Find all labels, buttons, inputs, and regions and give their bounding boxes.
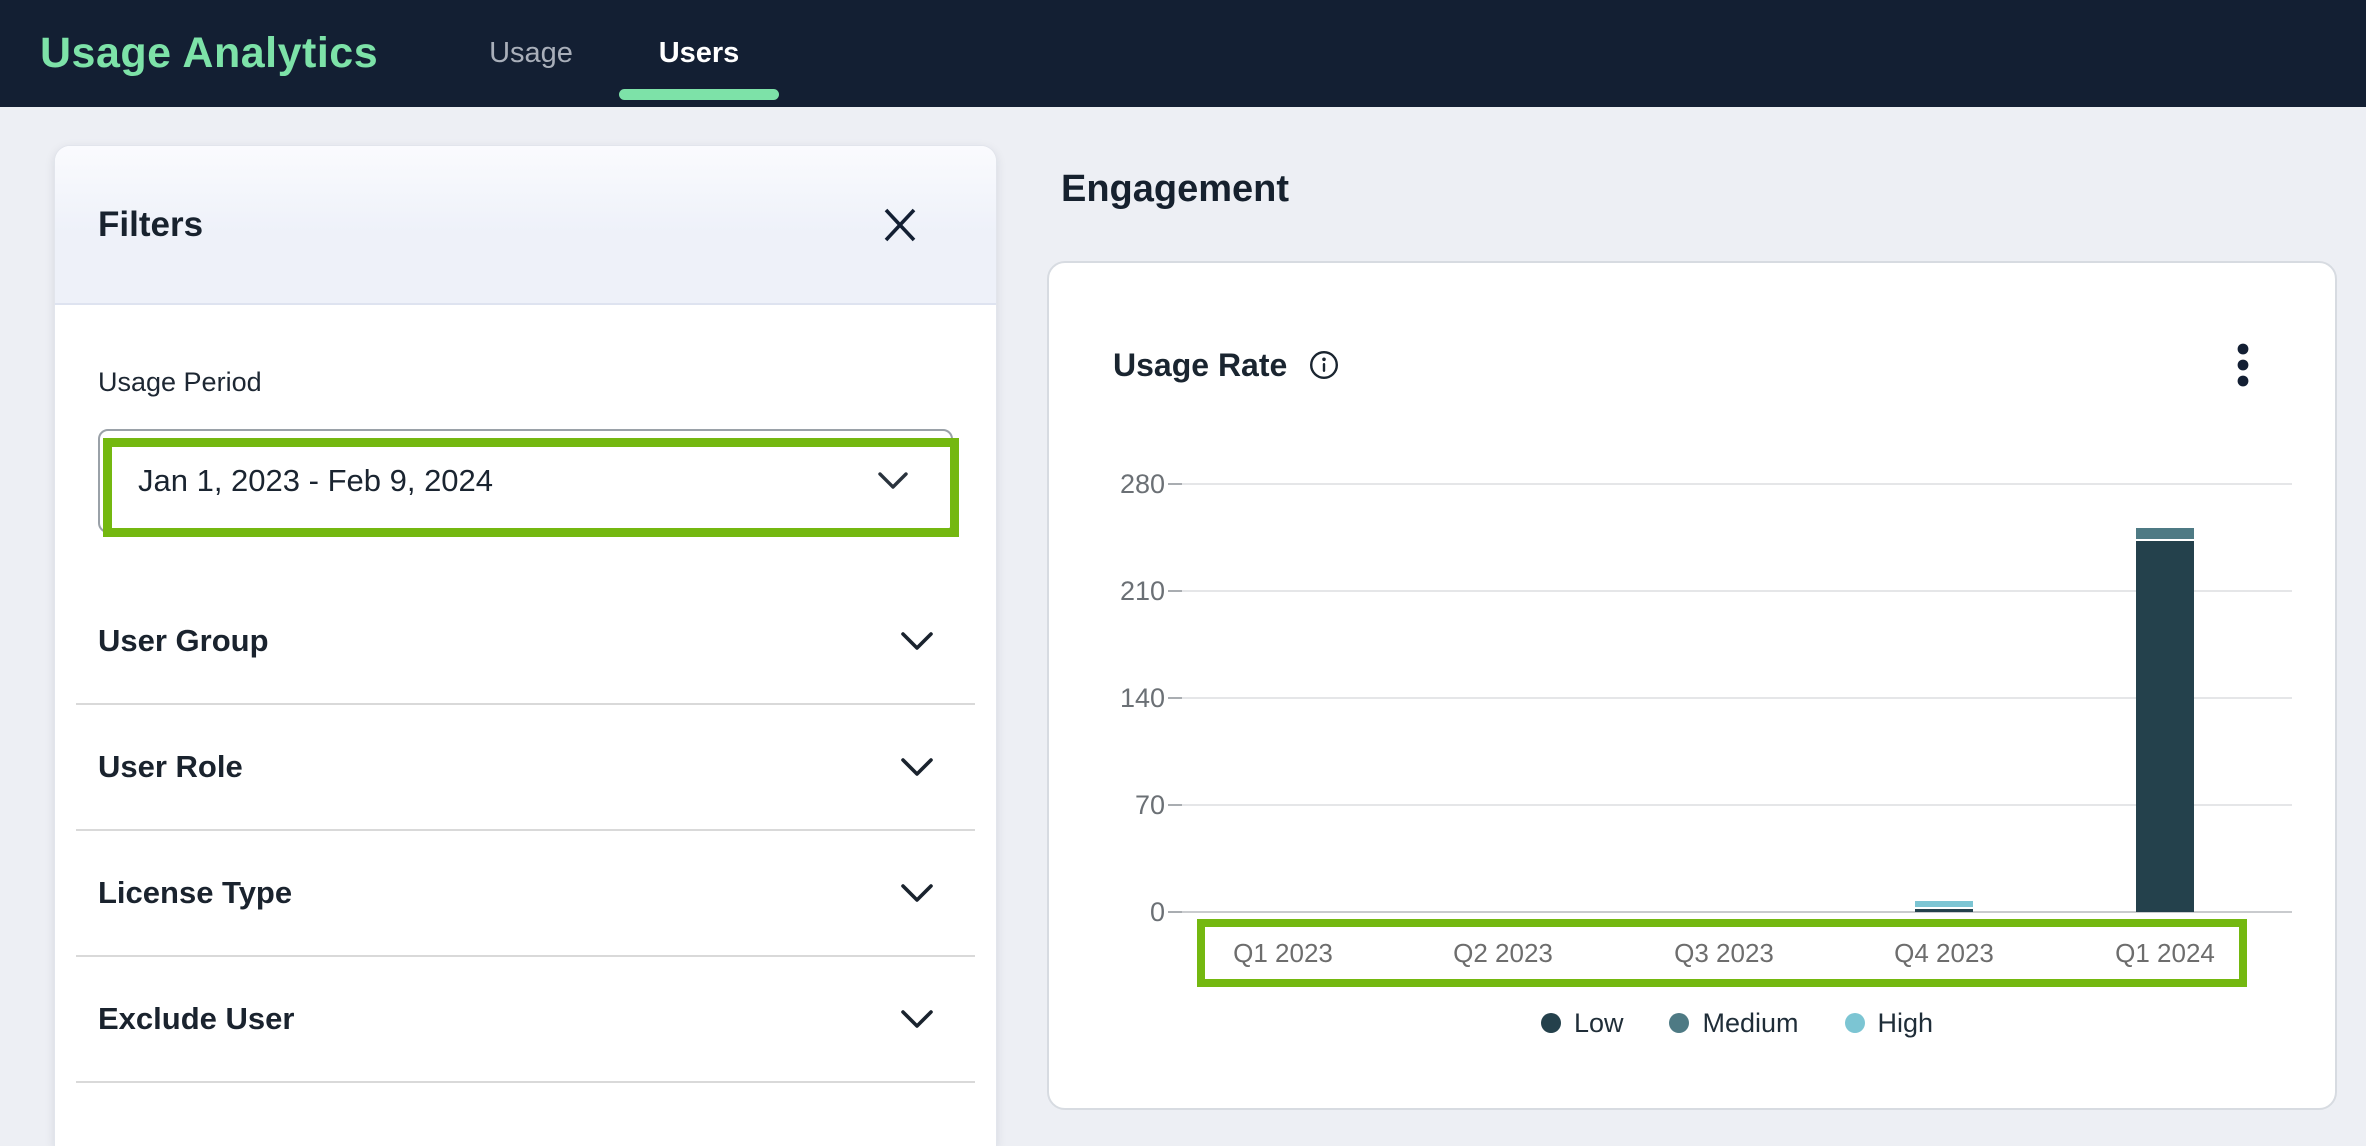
topbar-tabs: Usage Users [481, 0, 779, 107]
filters-body: Usage Period Jan 1, 2023 - Feb 9, 2024 U… [55, 367, 996, 1083]
legend-label: Low [1573, 1007, 1624, 1038]
chevron-down-icon [877, 471, 909, 491]
annotation-highlight-x-axis-labels [1197, 919, 2247, 987]
legend-item-medium[interactable]: Medium [1669, 1007, 1799, 1039]
x-axis-label: Q4 2023 [1894, 938, 1994, 968]
y-axis-label: 280 [1119, 469, 1165, 499]
filter-section-label: User Role [98, 749, 243, 784]
card-title: Usage Rate [1113, 347, 1288, 383]
bar-segment-low[interactable] [1915, 909, 1973, 912]
close-icon [881, 206, 919, 244]
y-axis-tick [1168, 483, 1182, 485]
legend-item-low[interactable]: Low [1540, 1007, 1624, 1039]
y-axis-label: 210 [1119, 576, 1165, 606]
engagement-heading: Engagement [1061, 168, 1290, 210]
chevron-down-icon [899, 1008, 935, 1030]
x-axis-label: Q2 2023 [1453, 938, 1553, 968]
filter-section-row[interactable]: User Role [76, 705, 975, 831]
y-axis-tick [1168, 590, 1182, 592]
chart-legend: Low Medium High [1182, 1007, 2292, 1039]
y-axis-tick [1168, 804, 1182, 806]
kebab-icon [2237, 343, 2249, 387]
filter-section-label: User Group [98, 623, 269, 658]
y-axis-label: 140 [1119, 683, 1165, 713]
filter-section-label: License Type [98, 875, 293, 910]
bar-segment-medium[interactable] [2136, 528, 2194, 539]
topbar: Usage Analytics Usage Users [0, 0, 2366, 107]
close-filters-button[interactable] [876, 201, 924, 249]
y-axis-label: 0 [1149, 897, 1165, 927]
filter-section-label: Exclude User [98, 1001, 295, 1036]
filter-sections: User Group User Role License Type Exclud… [76, 579, 975, 1083]
x-axis-label: Q1 2023 [1233, 938, 1333, 968]
gridline [1182, 697, 2292, 699]
info-button[interactable] [1309, 350, 1339, 380]
usage-rate-chart: 0 70 140 210 280 Q1 2023 Q2 2023 Q3 2023 Q4 2023… [1049, 263, 2335, 1108]
filter-section-row[interactable]: License Type [76, 831, 975, 957]
legend-dot-icon [1669, 1013, 1690, 1033]
gridline [1182, 911, 2292, 913]
kebab-menu-button[interactable] [2221, 343, 2265, 387]
legend-label: Medium [1702, 1007, 1799, 1038]
bar-segment-low[interactable] [2136, 541, 2194, 912]
chevron-down-icon [899, 882, 935, 904]
gridline [1182, 483, 2292, 485]
legend-item-high[interactable]: High [1844, 1007, 1934, 1039]
tab-users[interactable]: Users [619, 0, 779, 107]
filters-panel: Filters Usage Period Jan 1, 2023 - Feb 9… [54, 145, 997, 1146]
y-axis-label: 70 [1134, 790, 1165, 820]
tab-usage[interactable]: Usage [489, 37, 573, 69]
legend-label: High [1877, 1007, 1934, 1038]
card-title-row: Usage Rate [1113, 348, 1339, 382]
legend-dot-icon [1844, 1013, 1865, 1033]
usage-period-label: Usage Period [98, 367, 262, 397]
usage-rate-card: Usage Rate 0 70 140 210 280 Q1 2023 Q2 2023 Q3 … [1047, 261, 2337, 1110]
gridline [1182, 804, 2292, 806]
x-axis-label: Q3 2023 [1674, 938, 1774, 968]
info-icon [1309, 350, 1339, 380]
chevron-down-icon [899, 756, 935, 778]
usage-period-value: Jan 1, 2023 - Feb 9, 2024 [138, 463, 494, 498]
y-axis-tick [1168, 697, 1182, 699]
filter-section-row[interactable]: User Group [76, 579, 975, 705]
usage-period-select-wrap: Jan 1, 2023 - Feb 9, 2024 [98, 429, 959, 537]
filters-header: Filters [55, 146, 996, 305]
app-title: Usage Analytics [40, 29, 379, 77]
legend-dot-icon [1540, 1013, 1561, 1033]
filters-title: Filters [98, 204, 204, 244]
gridline [1182, 590, 2292, 592]
x-axis-label: Q1 2024 [2115, 938, 2215, 968]
y-axis-tick [1168, 911, 1182, 913]
usage-period-select[interactable]: Jan 1, 2023 - Feb 9, 2024 [98, 429, 953, 533]
bar-segment-high[interactable] [1915, 901, 1973, 907]
chevron-down-icon [899, 630, 935, 652]
filter-section-row[interactable]: Exclude User [76, 957, 975, 1083]
